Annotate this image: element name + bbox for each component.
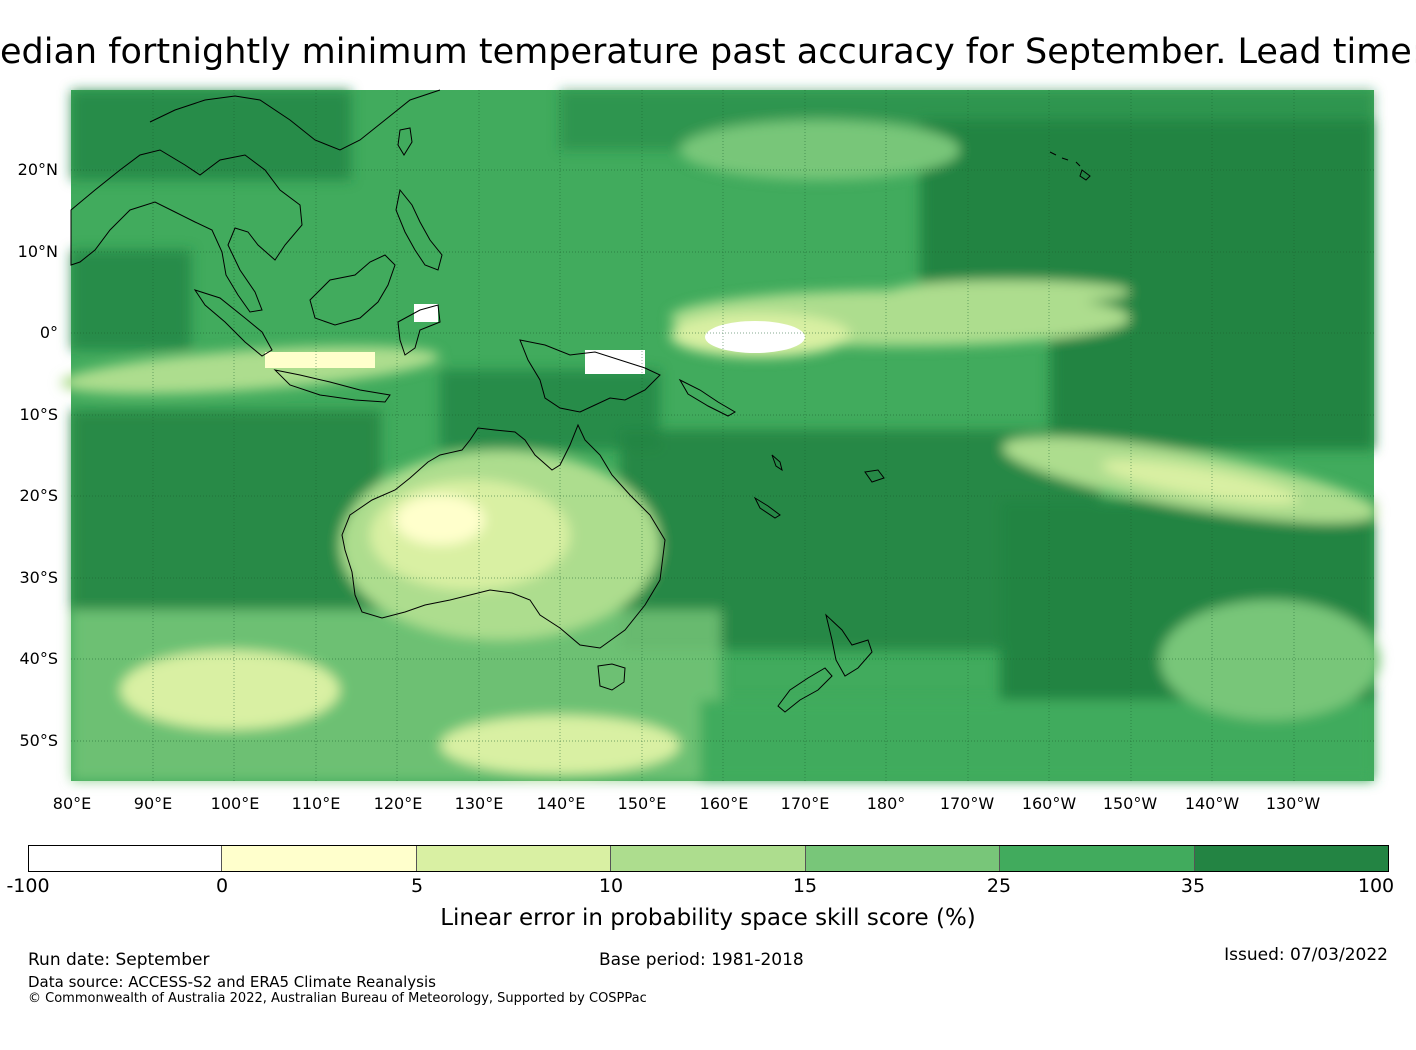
map-title: edian fortnightly minimum temperature pa…: [0, 32, 1416, 72]
colorbar-swatch: [1194, 846, 1389, 871]
coastline-tasmania: [597, 663, 626, 691]
lon-label-130w: 130°W: [1265, 794, 1321, 813]
coastline-hawaii: [1049, 151, 1091, 181]
lat-label-40s: 40°S: [19, 649, 58, 668]
region-low-skill-itcz-east: [890, 280, 1130, 304]
colorbar-swatch: [222, 846, 417, 871]
region-negative-skill-sulawesi: [414, 304, 438, 322]
region-low-skill-southern-ocean-b: [440, 715, 680, 775]
copyright: © Commonwealth of Australia 2022, Austra…: [28, 991, 647, 1006]
lat-label-0: 0°: [39, 323, 58, 342]
region-lowest-skill-australia: [395, 495, 485, 545]
lon-label-80e: 80°E: [52, 794, 92, 813]
region-high-skill-tropics-west: [71, 250, 191, 350]
colorbar-swatch: [416, 846, 612, 871]
lon-label-150w: 150°W: [1102, 794, 1158, 813]
colorbar-tick: -100: [6, 875, 50, 897]
coastlines: [70, 89, 1091, 713]
lon-label-100e: 100°E: [210, 794, 260, 813]
lat-label-10n: 10°N: [17, 242, 58, 261]
colorbar-tick: 25: [986, 875, 1012, 897]
coastline-solomon-islands: [678, 378, 736, 417]
region-low-skill-spcz-core: [1101, 459, 1299, 505]
region-high-skill-arafura: [440, 370, 660, 450]
lon-label-160e: 160°E: [699, 794, 749, 813]
colorbar-swatch: [611, 846, 806, 871]
colorbar-tick: 15: [792, 875, 818, 897]
lat-label-10s: 10°S: [19, 405, 58, 424]
skill-score-map: [60, 89, 1380, 781]
coastline-borneo: [309, 254, 396, 326]
coastline-new-caledonia: [753, 496, 781, 519]
colorbar-tick: 35: [1180, 875, 1206, 897]
base-period: Base period: 1981-2018: [599, 950, 804, 970]
region-mid-skill-east-pacific: [1160, 600, 1380, 720]
lon-label-90e: 90°E: [133, 794, 173, 813]
lat-label-20s: 20°S: [19, 486, 58, 505]
coastline-sulawesi: [397, 304, 441, 356]
region-high-skill-indian-ocean: [71, 410, 381, 610]
colorbar-swatch: [28, 846, 223, 871]
region-high-skill-north-pacific: [920, 120, 1374, 300]
colorbar-tick: 0: [215, 875, 229, 897]
lat-label-20n: 20°N: [17, 160, 58, 179]
colorbar-tick: 100: [1357, 875, 1395, 897]
coastline-fiji: [864, 469, 885, 483]
lat-label-30s: 30°S: [19, 568, 58, 587]
coastline-philippines: [395, 188, 443, 271]
colorbar-label: Linear error in probability space skill …: [440, 905, 976, 931]
coastline-southeast-asia: [70, 149, 303, 313]
lon-label-180: 180°: [866, 794, 906, 813]
region-low-skill-southern-ocean-a: [120, 650, 340, 730]
lon-label-140w: 140°W: [1184, 794, 1240, 813]
lon-label-170e: 170°E: [780, 794, 830, 813]
region-negative-skill-central-pacific: [705, 321, 805, 353]
region-negative-skill-new-guinea: [585, 350, 645, 374]
coastline-china: [149, 89, 441, 151]
lat-label-50s: 50°S: [19, 731, 58, 750]
data-source: Data source: ACCESS-S2 and ERA5 Climate …: [28, 973, 436, 991]
lon-label-130e: 130°E: [454, 794, 504, 813]
grid-lines: [71, 90, 1374, 781]
issued-date: Issued: 07/03/2022: [1224, 945, 1388, 965]
region-high-skill-nw: [71, 90, 351, 180]
lon-label-170w: 170°W: [939, 794, 995, 813]
coastline-java: [273, 369, 391, 403]
coastline-sumatra: [193, 289, 273, 357]
region-mid-skill-north-pacific: [680, 120, 960, 180]
lon-label-140e: 140°E: [536, 794, 586, 813]
colorbar: [28, 845, 1389, 872]
colorbar-tick: 10: [598, 875, 624, 897]
lon-label-120e: 120°E: [373, 794, 423, 813]
lon-label-110e: 110°E: [291, 794, 341, 813]
coastline-new-zealand-north: [825, 613, 873, 677]
coastline-new-zealand-south: [777, 667, 833, 713]
coastline-new-guinea: [519, 339, 661, 413]
colorbar-swatch: [805, 846, 1001, 871]
run-date: Run date: September: [28, 950, 210, 970]
lon-label-150e: 150°E: [617, 794, 667, 813]
colorbar-swatch: [1000, 846, 1195, 871]
coastline-vanuatu: [771, 454, 783, 472]
lon-label-160w: 160°W: [1021, 794, 1077, 813]
coastline-taiwan: [397, 127, 413, 156]
region-negative-skill-java: [265, 352, 375, 368]
colorbar-tick: 5: [410, 875, 424, 897]
coastline-australia: [341, 423, 666, 649]
